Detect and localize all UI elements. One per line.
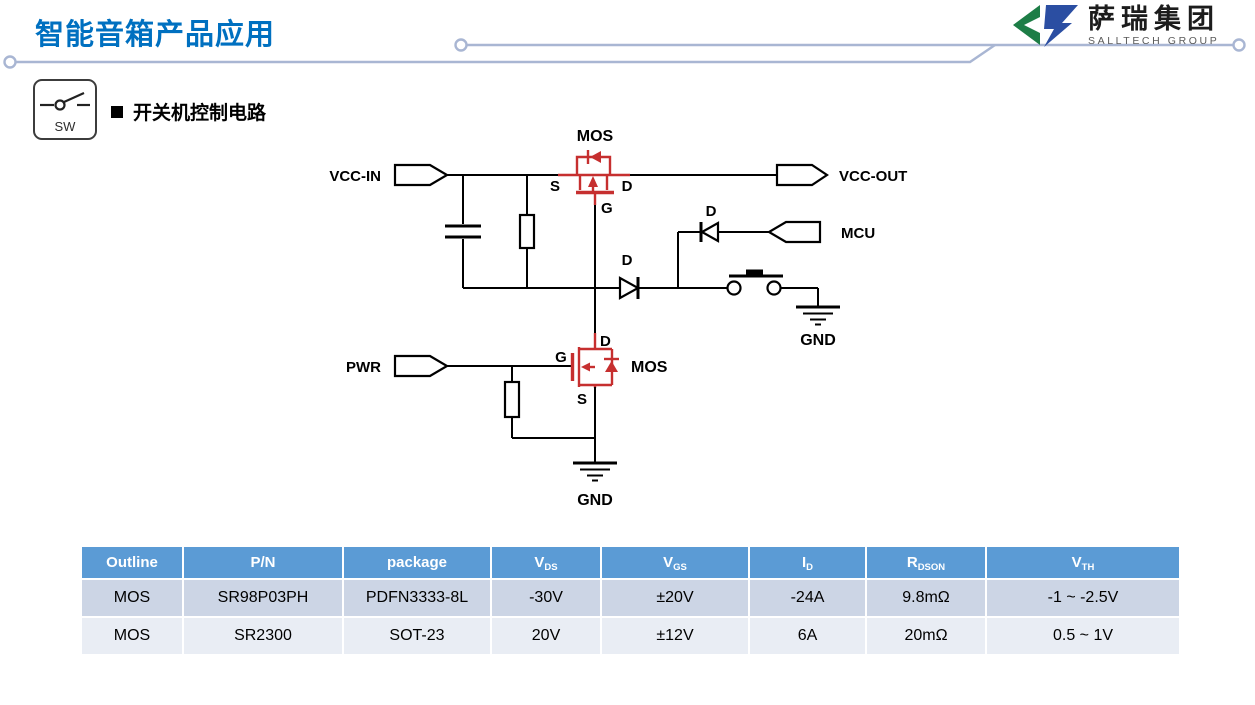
label-d-middle: D bbox=[622, 252, 633, 269]
mosfet-bottom bbox=[570, 333, 619, 388]
resistor-bottom bbox=[503, 366, 595, 439]
table-cell: -24A bbox=[750, 580, 865, 616]
table-row: MOS SR98P03PH PDFN3333-8L -30V ±20V -24A… bbox=[82, 580, 1179, 616]
label-d-bottom: D bbox=[600, 333, 611, 350]
label-d-mcu: D bbox=[706, 203, 717, 220]
switch-icon bbox=[40, 91, 90, 111]
col-header-vds: VDS bbox=[492, 547, 600, 578]
port-vcc-in bbox=[393, 163, 450, 187]
capacitor bbox=[445, 175, 481, 288]
label-pwr: PWR bbox=[346, 359, 381, 376]
divider-dot-mid bbox=[454, 38, 468, 52]
label-mos-bottom: MOS bbox=[631, 359, 668, 376]
diode-mcu-branch bbox=[677, 221, 769, 288]
logo-subtitle: SALLTECH GROUP bbox=[1088, 34, 1220, 47]
label-s-top: S bbox=[550, 178, 560, 195]
divider-dot-right bbox=[1232, 38, 1246, 52]
ground-symbol-bottom bbox=[573, 461, 617, 482]
col-header-pn: P/N bbox=[184, 547, 342, 578]
push-button bbox=[726, 269, 819, 307]
switch-icon-label: SW bbox=[54, 119, 76, 134]
label-mos-top: MOS bbox=[577, 128, 614, 145]
table-cell: MOS bbox=[82, 580, 182, 616]
label-d-top: D bbox=[622, 178, 633, 195]
col-header-vth: VTH bbox=[987, 547, 1179, 578]
port-pwr bbox=[393, 354, 450, 378]
section-heading-text: 开关机控制电路 bbox=[133, 103, 267, 124]
mosfet-spec-table: Outline P/N package VDS VGS ID RDSON VTH… bbox=[80, 545, 1181, 656]
table-cell: PDFN3333-8L bbox=[344, 580, 490, 616]
table-cell: 20V bbox=[492, 618, 600, 654]
label-mcu: MCU bbox=[841, 225, 875, 242]
resistor-top bbox=[518, 175, 536, 288]
table-cell: MOS bbox=[82, 618, 182, 654]
logo-glyph bbox=[1013, 5, 1078, 47]
page-title: 智能音箱产品应用 bbox=[35, 19, 276, 51]
table-cell: 20mΩ bbox=[867, 618, 985, 654]
table-cell: -1 ~ -2.5V bbox=[987, 580, 1179, 616]
label-g-top: G bbox=[601, 200, 613, 217]
label-g-bottom: G bbox=[555, 349, 567, 366]
label-vcc-in: VCC-IN bbox=[329, 168, 381, 185]
circuit-schematic: VCC-IN VCC-OUT MCU PWR MOS S D G D D GND… bbox=[329, 128, 907, 509]
label-gnd-bottom: GND bbox=[577, 492, 613, 509]
port-vcc-out bbox=[775, 163, 829, 187]
label-vcc-out: VCC-OUT bbox=[839, 168, 907, 185]
col-header-id: ID bbox=[750, 547, 865, 578]
table-cell: SR98P03PH bbox=[184, 580, 342, 616]
divider-dot-left bbox=[3, 55, 17, 69]
company-logo: 萨瑞集团 SALLTECH GROUP bbox=[1010, 3, 1220, 49]
table-cell: ±12V bbox=[602, 618, 748, 654]
table-cell: 6A bbox=[750, 618, 865, 654]
table-cell: 9.8mΩ bbox=[867, 580, 985, 616]
col-header-outline: Outline bbox=[82, 547, 182, 578]
port-mcu bbox=[766, 220, 822, 244]
table-cell: ±20V bbox=[602, 580, 748, 616]
table-header-row: Outline P/N package VDS VGS ID RDSON VTH bbox=[82, 547, 1179, 578]
table-cell: SR2300 bbox=[184, 618, 342, 654]
table-cell: 0.5 ~ 1V bbox=[987, 618, 1179, 654]
mosfet-top bbox=[558, 150, 630, 205]
table-cell: -30V bbox=[492, 580, 600, 616]
diode-middle bbox=[618, 276, 641, 300]
switch-icon-box: SW bbox=[33, 79, 97, 140]
table-cell: SOT-23 bbox=[344, 618, 490, 654]
table-row: MOS SR2300 SOT-23 20V ±12V 6A 20mΩ 0.5 ~… bbox=[82, 618, 1179, 654]
bullet-square bbox=[111, 105, 123, 118]
ground-symbol-button bbox=[796, 305, 840, 326]
col-header-package: package bbox=[344, 547, 490, 578]
section-heading: 开关机控制电路 bbox=[111, 98, 266, 125]
logo-name: 萨瑞集团 bbox=[1088, 3, 1220, 34]
col-header-vgs: VGS bbox=[602, 547, 748, 578]
col-header-rdson: RDSON bbox=[867, 547, 985, 578]
label-gnd-button: GND bbox=[800, 332, 836, 349]
label-s-bottom: S bbox=[577, 391, 587, 408]
